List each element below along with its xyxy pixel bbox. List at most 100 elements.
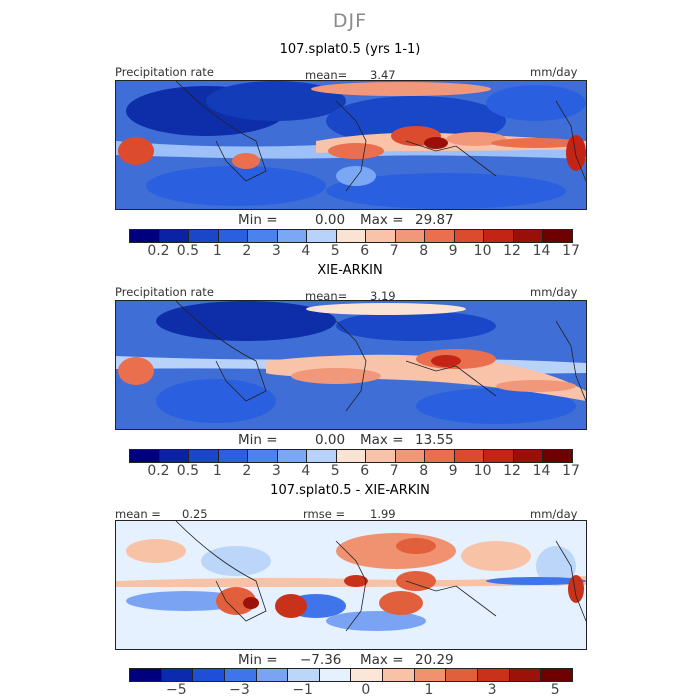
panel-3-max-label: Max = bbox=[360, 652, 404, 668]
colorbar-swatch bbox=[446, 669, 479, 681]
colorbar-tick-label: 8 bbox=[419, 463, 429, 479]
colorbar-swatch bbox=[425, 450, 455, 462]
colorbar-tick-label: 0.5 bbox=[176, 463, 200, 479]
colorbar-tick-label: 5 bbox=[550, 682, 560, 698]
colorbar-swatch bbox=[256, 669, 289, 681]
panel-3-units: mm/day bbox=[530, 507, 578, 521]
colorbar-tick-label: 14 bbox=[532, 463, 551, 479]
colorbar-tick-label: 9 bbox=[448, 243, 458, 259]
panel-2-min-label: Min = bbox=[238, 432, 278, 448]
panel-2-colorbar-labels: 0.2 0.5 1 2 3 4 5 6 7 8 9 10 12 14 17 bbox=[129, 463, 580, 479]
colorbar-swatch bbox=[193, 669, 225, 681]
panel-2-min-value: 0.00 bbox=[315, 432, 346, 448]
panel-2-max-label: Max = bbox=[360, 432, 404, 448]
colorbar-swatch bbox=[159, 450, 190, 462]
colorbar-tick-label: 10 bbox=[473, 243, 492, 259]
panel-1-title: 107.splat0.5 (yrs 1-1) bbox=[279, 42, 421, 57]
colorbar-swatch bbox=[484, 230, 514, 242]
panel-2-colorbar bbox=[129, 449, 573, 463]
colorbar-swatch bbox=[161, 669, 194, 681]
colorbar-tick-label: 17 bbox=[562, 243, 580, 259]
panel-1-max-label: Max = bbox=[360, 212, 404, 228]
colorbar-tick-label: 2 bbox=[242, 243, 252, 259]
panel-3-max-value: 20.29 bbox=[415, 652, 454, 668]
panel-3-title: 107.splat0.5 - XIE-ARKIN bbox=[270, 483, 430, 498]
colorbar-tick-label: 12 bbox=[503, 243, 521, 259]
colorbar-tick-label: 10 bbox=[473, 463, 492, 479]
panel-1-map bbox=[115, 80, 587, 210]
colorbar-swatch bbox=[336, 230, 367, 242]
colorbar-tick-label: 6 bbox=[360, 243, 370, 259]
colorbar-swatch bbox=[189, 230, 219, 242]
colorbar-tick-label: 3 bbox=[271, 243, 281, 259]
colorbar-tick-label: 5 bbox=[330, 463, 340, 479]
panel-2-map bbox=[115, 300, 587, 430]
colorbar-swatch bbox=[224, 669, 257, 681]
colorbar-swatch bbox=[395, 450, 426, 462]
colorbar-tick-label: 17 bbox=[562, 463, 580, 479]
panel-3-map bbox=[115, 520, 587, 650]
colorbar-tick-label: 2 bbox=[242, 463, 252, 479]
colorbar-tick-label: 0.2 bbox=[147, 463, 170, 479]
colorbar-swatch bbox=[478, 669, 510, 681]
panel-1-mean-value: 3.47 bbox=[370, 68, 396, 82]
colorbar-tick-label: 14 bbox=[532, 243, 551, 259]
colorbar-tick-label: −5 bbox=[166, 682, 187, 698]
colorbar-tick-label: 6 bbox=[360, 463, 370, 479]
colorbar-swatch bbox=[130, 450, 160, 462]
colorbar-swatch bbox=[541, 669, 572, 681]
panel-3-colorbar-labels: −5 −3 −1 0 1 3 5 bbox=[129, 682, 571, 698]
colorbar-swatch bbox=[248, 230, 278, 242]
colorbar-swatch bbox=[288, 669, 320, 681]
colorbar-swatch bbox=[319, 669, 352, 681]
colorbar-swatch bbox=[351, 669, 384, 681]
colorbar-swatch bbox=[395, 230, 426, 242]
panel-3-mean-label: mean = bbox=[115, 507, 161, 521]
season-title: DJF bbox=[332, 10, 368, 32]
panel-3-min-label: Min = bbox=[238, 652, 278, 668]
panel-3-min-value: −7.36 bbox=[300, 652, 342, 668]
panel-1-colorbar bbox=[129, 229, 573, 243]
colorbar-tick-label: −1 bbox=[292, 682, 313, 698]
panel-1-max-value: 29.87 bbox=[415, 212, 454, 228]
panel-3-colorbar bbox=[129, 668, 573, 682]
panel-1-units: mm/day bbox=[530, 65, 578, 79]
colorbar-swatch bbox=[543, 450, 572, 462]
colorbar-swatch bbox=[218, 450, 249, 462]
panel-2-mean-value: 3.19 bbox=[370, 289, 396, 303]
panel-2-title: XIE-ARKIN bbox=[317, 263, 383, 278]
colorbar-swatch bbox=[425, 230, 455, 242]
panel-3-diff-field bbox=[116, 521, 586, 649]
colorbar-swatch bbox=[277, 450, 308, 462]
colorbar-tick-label: 5 bbox=[330, 243, 340, 259]
colorbar-tick-label: 8 bbox=[419, 243, 429, 259]
colorbar-swatch bbox=[454, 450, 485, 462]
colorbar-tick-label: 7 bbox=[389, 463, 399, 479]
colorbar-tick-label: 12 bbox=[503, 463, 521, 479]
colorbar-swatch bbox=[336, 450, 367, 462]
colorbar-tick-label: 4 bbox=[301, 243, 311, 259]
panel-3-mean-value: 0.25 bbox=[182, 507, 208, 521]
colorbar-tick-label: 0.2 bbox=[147, 243, 170, 259]
colorbar-swatch bbox=[307, 450, 337, 462]
panel-1-min-label: Min = bbox=[238, 212, 278, 228]
colorbar-tick-label: 9 bbox=[448, 463, 458, 479]
panel-1-variable-label: Precipitation rate bbox=[115, 65, 214, 79]
colorbar-tick-label: 3 bbox=[271, 463, 281, 479]
colorbar-tick-label: 0 bbox=[361, 682, 371, 698]
colorbar-swatch bbox=[248, 450, 278, 462]
colorbar-swatch bbox=[366, 230, 396, 242]
colorbar-tick-label: 4 bbox=[301, 463, 311, 479]
colorbar-swatch bbox=[218, 230, 249, 242]
colorbar-tick-label: 1 bbox=[424, 682, 434, 698]
panel-3-rmse-value: 1.99 bbox=[370, 507, 396, 521]
panel-1-mean-label: mean= bbox=[305, 68, 348, 82]
colorbar-swatch bbox=[513, 230, 544, 242]
colorbar-tick-label: 1 bbox=[212, 463, 222, 479]
colorbar-swatch bbox=[130, 669, 162, 681]
colorbar-swatch bbox=[130, 230, 160, 242]
colorbar-swatch bbox=[454, 230, 485, 242]
colorbar-swatch bbox=[509, 669, 542, 681]
panel-2-precip-field bbox=[116, 301, 586, 429]
colorbar-tick-label: 1 bbox=[212, 243, 222, 259]
